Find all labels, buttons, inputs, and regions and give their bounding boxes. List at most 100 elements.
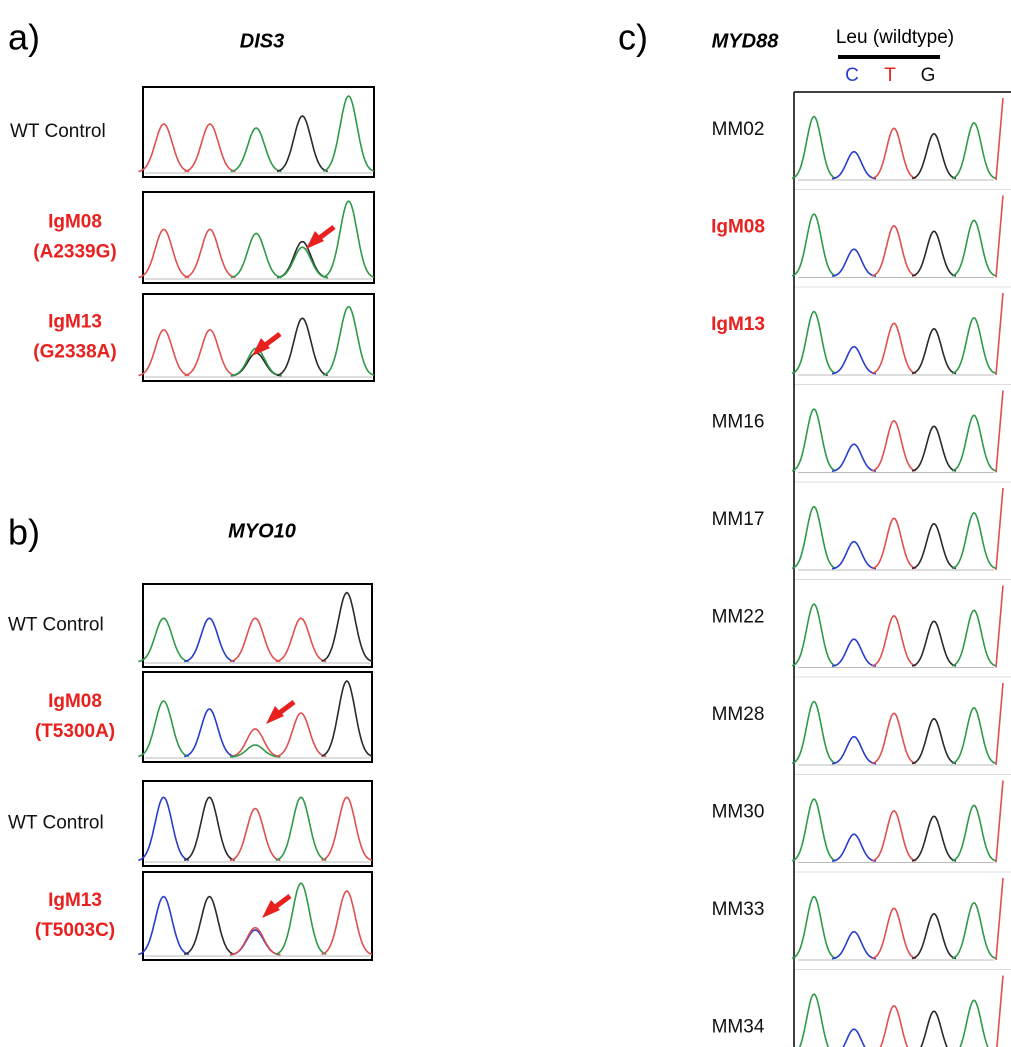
trace-peak: [872, 323, 916, 373]
trace-peak: [832, 444, 876, 471]
trace-peak: [952, 805, 996, 861]
trace-peak: [231, 128, 282, 172]
trace-peak: [230, 928, 280, 955]
trace-peak: [872, 421, 916, 471]
trace-peak: [952, 318, 996, 374]
trace-peak: [184, 897, 234, 955]
row-label: MM30: [712, 802, 765, 823]
trace-peak: [996, 878, 1003, 960]
base-letter: C: [845, 65, 859, 86]
trace-peak: [832, 542, 876, 569]
trace-peak: [792, 799, 836, 861]
trace-peak: [231, 233, 282, 277]
trace-peak: [230, 809, 280, 861]
base-letter: T: [884, 65, 896, 86]
row-label: IgM13: [711, 314, 765, 335]
trace-peak: [323, 96, 374, 171]
trace-peak: [952, 220, 996, 276]
trace-peak: [912, 524, 956, 569]
gene-name: MYO10: [228, 520, 296, 542]
trace-peak: [277, 318, 328, 375]
trace-peak: [952, 1000, 996, 1047]
trace-peak: [276, 618, 326, 661]
trace-peak: [996, 781, 1003, 863]
trace-peak: [912, 426, 956, 471]
row-label: IgM08: [48, 691, 102, 712]
trace-peak: [792, 604, 836, 666]
row-label: IgM08: [48, 212, 102, 233]
row-label: WT Control: [8, 813, 104, 834]
trace-peak: [185, 330, 236, 376]
trace-peak: [184, 709, 234, 757]
trace-peak: [996, 293, 1003, 375]
trace-peak: [138, 897, 188, 955]
trace-peak: [322, 681, 372, 756]
trace-peak: [952, 415, 996, 471]
base-letter: G: [921, 65, 936, 86]
row-label: (T5003C): [35, 920, 115, 941]
trace-peak: [996, 488, 1003, 570]
row-label: MM16: [712, 412, 765, 433]
trace-peak: [792, 994, 836, 1047]
trace-peak: [872, 226, 916, 276]
trace-peak: [872, 128, 916, 178]
trace-peak: [792, 214, 836, 276]
trace-peak: [832, 834, 876, 861]
row-label: IgM13: [48, 890, 102, 911]
trace-peak: [872, 1006, 916, 1047]
trace-peak: [792, 702, 836, 764]
trace-peak: [832, 737, 876, 764]
row-label: MM22: [712, 607, 765, 628]
trace-peak: [832, 639, 876, 666]
trace-peak: [276, 713, 326, 757]
row-label: IgM13: [48, 312, 102, 333]
trace-peak: [184, 797, 234, 860]
trace-peak: [912, 1011, 956, 1047]
row-label: (T5300A): [35, 721, 115, 742]
trace-peak: [138, 701, 188, 756]
trace-peak: [138, 124, 189, 172]
trace-peak: [792, 507, 836, 569]
panel-label: a): [8, 17, 40, 58]
trace-peak: [832, 1029, 876, 1047]
row-label: MM17: [712, 509, 765, 530]
trace-peak: [872, 713, 916, 763]
trace-peak: [277, 116, 328, 171]
trace-box: [143, 872, 372, 960]
trace-peak: [952, 513, 996, 569]
row-label: IgM08: [711, 217, 765, 238]
trace-peak: [872, 616, 916, 666]
trace-peak: [912, 231, 956, 276]
row-label: MM34: [712, 1017, 765, 1038]
row-label: (G2338A): [33, 342, 116, 363]
trace-peak: [832, 932, 876, 959]
row-label: WT Control: [8, 615, 104, 636]
row-label: (A2339G): [33, 242, 116, 263]
trace-peak: [952, 903, 996, 959]
trace-peak: [323, 307, 374, 376]
gene-name: MYD88: [712, 30, 780, 52]
trace-peak: [230, 729, 280, 757]
row-label: MM02: [712, 119, 765, 140]
trace-peak: [912, 914, 956, 959]
trace-peak: [323, 201, 374, 277]
trace-peak: [792, 409, 836, 471]
trace-peak: [952, 708, 996, 764]
trace-peak: [230, 618, 280, 661]
gene-name: DIS3: [240, 30, 284, 52]
trace-peak: [138, 618, 188, 661]
trace-peak: [872, 518, 916, 568]
trace-peak: [792, 312, 836, 374]
row-label: MM28: [712, 704, 765, 725]
trace-peak: [996, 683, 1003, 765]
figure-content: a) DIS3 WT Control IgM08 (A2339G) IgM13 (G2338…: [8, 17, 1011, 1047]
trace-peak: [138, 797, 188, 860]
trace-peak: [912, 621, 956, 666]
annotation: Leu (wildtype): [836, 27, 954, 48]
trace-peak: [996, 976, 1003, 1047]
trace-peak: [322, 797, 372, 860]
trace-peak: [185, 229, 236, 277]
trace-peak: [952, 123, 996, 179]
trace-peak: [912, 134, 956, 179]
trace-peak: [138, 229, 189, 277]
